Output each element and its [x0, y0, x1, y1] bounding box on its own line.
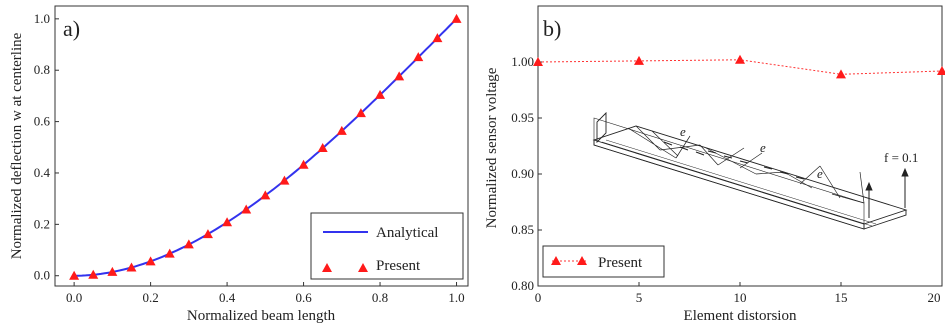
legend-analytical-label: Analytical [376, 225, 438, 241]
x-tick-label: 20 [928, 290, 941, 305]
x-tick-label: 5 [636, 290, 643, 305]
panel-a: a) Normalized beam length Normalized def… [9, 5, 469, 323]
panel-b-legend-box [542, 245, 665, 278]
force-arrow-head-2 [901, 167, 909, 177]
y-tick-label: 1.0 [34, 11, 50, 26]
present-marker [69, 270, 80, 280]
present-marker [222, 217, 233, 227]
present-dashed-line [537, 59, 943, 75]
y-tick-label: 0.80 [511, 278, 534, 293]
force-arrow-head [865, 181, 873, 191]
x-tick-label: 0.2 [142, 290, 158, 305]
panel-b-legend: Present [542, 245, 665, 278]
beam-top-face [592, 125, 908, 225]
x-tick-label: 10 [734, 290, 747, 305]
force-label: f = 0.1 [884, 150, 918, 165]
y-tick-label: 0.6 [34, 114, 51, 129]
present-marker [183, 239, 194, 249]
x-tick-label: 15 [835, 290, 848, 305]
panel-b-ylabel: Normalized sensor voltage [484, 67, 500, 228]
panel-a-legend-box [310, 212, 464, 280]
present-marker [164, 248, 175, 258]
panel-b-ticks: 0 5 10 15 20 0.80 0.85 0.90 0.95 1.00 [511, 54, 943, 305]
legend-present-swatch [322, 263, 368, 272]
beam-side-face [593, 140, 907, 230]
present-marker [432, 33, 443, 43]
present-marker [126, 262, 137, 272]
present-markers-b [533, 54, 945, 79]
x-tick-label: 1.0 [448, 290, 464, 305]
present-marker [355, 108, 366, 118]
present-marker [375, 89, 386, 99]
present-marker-b [735, 54, 745, 64]
present-marker-b [533, 57, 543, 66]
legend-b-label: Present [598, 255, 643, 271]
dimension-e1 [663, 141, 705, 156]
dimension-e3 [763, 166, 805, 180]
beam-diagram-inset [592, 111, 909, 230]
dimension-e2 [707, 150, 749, 164]
present-marker [107, 266, 118, 276]
present-marker [88, 269, 99, 279]
legend-b-swatch [551, 256, 587, 265]
present-marker [298, 159, 309, 169]
panel-a-xlabel: Normalized beam length [187, 308, 336, 323]
y-tick-label: 0.95 [511, 110, 534, 125]
x-tick-label: 0.8 [372, 290, 388, 305]
legend-present-label: Present [376, 258, 421, 274]
present-marker [279, 175, 290, 185]
present-markers [69, 13, 462, 280]
panel-b-xlabel: Element distorsion [684, 308, 797, 323]
panel-b: b) Element distorsion Normalized sensor … [484, 5, 945, 323]
panel-a-ylabel: Normalized deflection w at centerline [9, 32, 25, 259]
x-tick-label: 0.6 [295, 290, 312, 305]
y-tick-label: 0.2 [34, 216, 50, 231]
support-plane [593, 117, 865, 230]
y-tick-label: 0.8 [34, 62, 50, 77]
panel-a-ticks: 0.0 0.2 0.4 0.6 0.8 1.0 0.0 0.2 0.4 0.6 0.8 1.0 [34, 11, 465, 305]
beam-layer-lines [601, 139, 877, 227]
y-tick-label: 0.0 [34, 268, 50, 283]
y-tick-label: 0.4 [34, 165, 51, 180]
present-marker [241, 204, 252, 214]
present-marker [451, 13, 462, 23]
present-marker [260, 190, 271, 200]
present-marker [413, 52, 424, 62]
beam-support [596, 111, 607, 144]
mesh-element-edges [627, 125, 865, 204]
element-size-label-3: e [817, 166, 823, 181]
present-marker-b [634, 55, 644, 65]
present-marker [317, 143, 328, 153]
panel-a-label: a) [63, 16, 80, 41]
y-tick-label: 1.00 [511, 54, 534, 69]
element-size-label-2: e [760, 140, 766, 155]
present-marker-b [836, 69, 846, 79]
present-marker [394, 71, 405, 81]
present-marker [202, 229, 213, 239]
present-marker [145, 256, 156, 266]
x-tick-label: 0.0 [66, 290, 82, 305]
x-tick-label: 0 [535, 290, 542, 305]
panel-a-legend: Analytical Present [310, 212, 464, 280]
y-tick-label: 0.85 [511, 222, 534, 237]
panel-a-frame [54, 5, 469, 287]
present-marker-b [937, 65, 945, 75]
panel-b-label: b) [543, 16, 561, 41]
present-marker [336, 125, 347, 135]
element-size-label-1: e [680, 124, 686, 139]
x-tick-label: 0.4 [219, 290, 236, 305]
y-tick-label: 0.90 [511, 166, 534, 181]
